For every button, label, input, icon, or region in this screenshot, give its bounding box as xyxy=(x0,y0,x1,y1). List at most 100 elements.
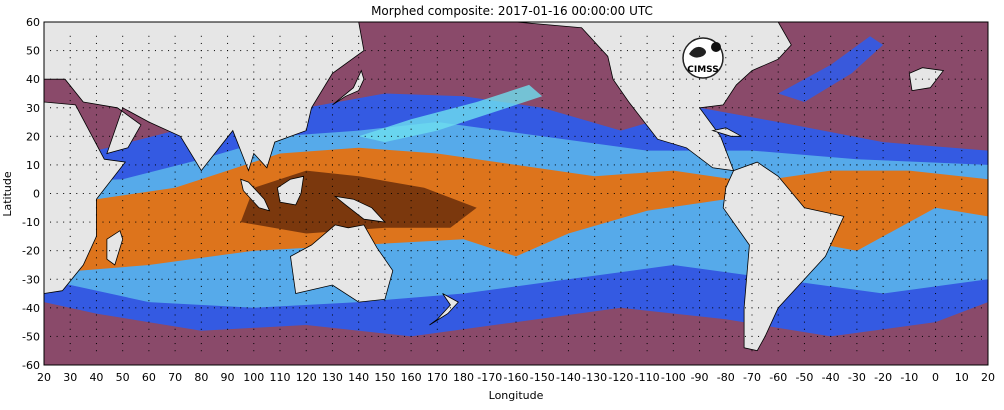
grid-dot xyxy=(567,42,569,44)
grid-dot xyxy=(790,221,792,223)
grid-dot xyxy=(410,121,412,123)
grid-dot xyxy=(908,343,910,345)
grid-dot xyxy=(384,164,386,166)
grid-dot xyxy=(784,335,786,337)
grid-dot xyxy=(777,35,779,37)
grid-dot xyxy=(502,164,504,166)
grid-dot xyxy=(895,250,897,252)
grid-dot xyxy=(168,164,170,166)
grid-dot xyxy=(574,193,576,194)
grid-dot xyxy=(541,264,543,266)
grid-dot xyxy=(895,135,897,137)
grid-dot xyxy=(725,293,727,295)
grid-dot xyxy=(397,221,399,223)
grid-dot xyxy=(862,278,864,280)
grid-dot xyxy=(908,221,910,223)
grid-dot xyxy=(941,107,943,109)
grid-dot xyxy=(718,107,720,109)
grid-dot xyxy=(646,114,648,116)
grid-dot xyxy=(331,78,333,80)
grid-dot xyxy=(279,250,281,252)
grid-dot xyxy=(213,135,215,137)
grid-dot xyxy=(567,128,569,130)
grid-dot xyxy=(935,328,937,330)
grid-dot xyxy=(168,307,170,309)
grid-dot xyxy=(594,57,596,59)
grid-dot xyxy=(489,64,491,66)
grid-dot xyxy=(974,250,976,252)
grid-dot xyxy=(843,164,845,166)
grid-dot xyxy=(463,121,465,123)
grid-dot xyxy=(338,135,340,137)
grid-dot xyxy=(253,135,255,137)
grid-dot xyxy=(305,314,307,316)
y-tick-label: 20 xyxy=(26,130,40,143)
grid-dot xyxy=(672,250,674,252)
grid-dot xyxy=(272,107,274,109)
grid-dot xyxy=(410,100,412,102)
grid-dot xyxy=(935,114,937,116)
grid-dot xyxy=(574,278,576,280)
x-tick-label: 20 xyxy=(981,371,995,384)
grid-dot xyxy=(194,135,196,137)
grid-dot xyxy=(600,107,602,109)
grid-dot xyxy=(515,300,517,302)
grid-dot xyxy=(758,164,760,166)
grid-dot xyxy=(751,135,753,137)
grid-dot xyxy=(95,142,97,144)
grid-dot xyxy=(449,107,451,109)
grid-dot xyxy=(935,171,937,173)
grid-dot xyxy=(758,135,760,137)
grid-dot xyxy=(810,193,812,194)
grid-dot xyxy=(279,321,281,323)
grid-dot xyxy=(200,114,202,116)
grid-dot xyxy=(882,128,884,130)
grid-dot xyxy=(672,50,674,52)
grid-dot xyxy=(102,335,104,337)
grid-dot xyxy=(253,214,255,216)
grid-dot xyxy=(640,50,642,52)
grid-dot xyxy=(908,121,910,123)
grid-dot xyxy=(63,193,65,194)
grid-dot xyxy=(935,35,937,37)
grid-dot xyxy=(961,200,963,202)
grid-dot xyxy=(522,164,524,166)
grid-dot xyxy=(777,350,779,352)
grid-dot xyxy=(928,50,930,52)
grid-dot xyxy=(135,78,137,80)
grid-dot xyxy=(856,343,858,345)
grid-dot xyxy=(522,135,524,137)
grid-dot xyxy=(371,164,373,166)
grid-dot xyxy=(63,250,65,252)
grid-dot xyxy=(141,78,143,80)
grid-dot xyxy=(928,307,930,309)
grid-dot xyxy=(935,243,937,245)
grid-dot xyxy=(345,221,347,223)
grid-dot xyxy=(751,300,753,302)
grid-dot xyxy=(830,185,832,187)
grid-dot xyxy=(731,335,733,337)
grid-dot xyxy=(227,235,229,237)
grid-dot xyxy=(292,335,294,337)
grid-dot xyxy=(384,114,386,116)
grid-dot xyxy=(76,221,78,223)
grid-dot xyxy=(961,314,963,316)
grid-dot xyxy=(345,164,347,166)
grid-dot xyxy=(908,193,910,194)
grid-dot xyxy=(908,264,910,266)
grid-dot xyxy=(777,243,779,245)
grid-dot xyxy=(200,71,202,73)
grid-dot xyxy=(358,78,360,80)
grid-dot xyxy=(253,78,255,80)
grid-dot xyxy=(508,50,510,52)
grid-dot xyxy=(803,350,805,352)
grid-dot xyxy=(76,307,78,309)
grid-dot xyxy=(751,335,753,337)
grid-dot xyxy=(436,57,438,59)
grid-dot xyxy=(646,307,648,309)
grid-dot xyxy=(764,250,766,252)
grid-dot xyxy=(292,78,294,80)
grid-dot xyxy=(600,278,602,280)
grid-dot xyxy=(823,107,825,109)
grid-dot xyxy=(613,307,615,309)
